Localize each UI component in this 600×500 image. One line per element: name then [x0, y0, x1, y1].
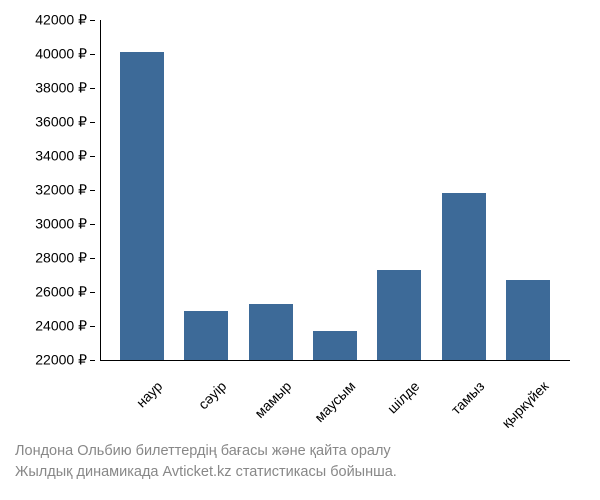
caption-line-2: Жылдық динамикада Avticket.kz статистика…: [15, 462, 397, 482]
bar: [120, 52, 164, 360]
y-tick-mark: [90, 88, 95, 89]
y-tick-label: 30000 ₽: [35, 216, 87, 233]
y-tick-mark: [90, 360, 95, 361]
caption-line-1: Лондона Ольбию билеттердің бағасы және қ…: [15, 441, 397, 461]
y-tick-label: 42000 ₽: [35, 12, 87, 29]
price-chart: 22000 ₽ 24000 ₽ 26000 ₽ 28000 ₽ 30000 ₽ 32000…: [0, 0, 600, 500]
y-tick-mark: [90, 292, 95, 293]
y-tick-label: 34000 ₽: [35, 148, 87, 165]
bar: [184, 311, 228, 360]
bar: [313, 331, 357, 360]
y-tick-label: 22000 ₽: [35, 352, 87, 369]
y-tick-mark: [90, 20, 95, 21]
y-tick-mark: [90, 258, 95, 259]
x-tick-label: қыркүйек: [519, 368, 600, 456]
y-tick-label: 32000 ₽: [35, 182, 87, 199]
x-tick-label: тамыз: [454, 368, 542, 456]
bar: [442, 193, 486, 360]
bar: [506, 280, 550, 360]
y-tick-label: 40000 ₽: [35, 46, 87, 63]
y-tick-label: 36000 ₽: [35, 114, 87, 131]
bar: [377, 270, 421, 360]
y-tick-label: 28000 ₽: [35, 250, 87, 267]
y-tick-label: 24000 ₽: [35, 318, 87, 335]
y-tick-mark: [90, 190, 95, 191]
bar: [249, 304, 293, 360]
bars-group: [100, 20, 570, 360]
y-tick-label: 26000 ₽: [35, 284, 87, 301]
x-labels-group: наурсәуірмамырмаусымшілдетамызқыркүйек: [100, 368, 570, 448]
y-tick-mark: [90, 122, 95, 123]
y-tick-mark: [90, 326, 95, 327]
y-tick-mark: [90, 54, 95, 55]
y-axis: 22000 ₽24000 ₽26000 ₽28000 ₽30000 ₽32000…: [0, 20, 95, 360]
x-axis: наурсәуірмамырмаусымшілдетамызқыркүйек: [100, 360, 570, 440]
chart-caption: Лондона Ольбию билеттердің бағасы және қ…: [15, 441, 397, 482]
y-tick-mark: [90, 224, 95, 225]
y-tick-mark: [90, 156, 95, 157]
y-tick-label: 38000 ₽: [35, 80, 87, 97]
plot-area: [100, 20, 570, 360]
